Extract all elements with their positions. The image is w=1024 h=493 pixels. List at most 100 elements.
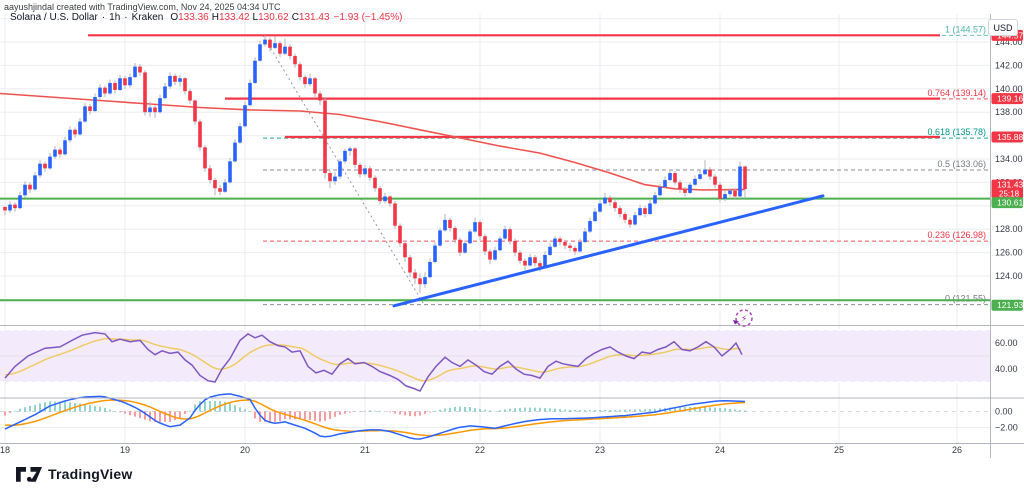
change-value: −1.93 (−1.45%) (333, 12, 403, 23)
candle (633, 215, 637, 225)
lightning-glyph: ⚡ (741, 314, 747, 324)
candle (223, 182, 227, 192)
time-axis-label[interactable]: 22 (475, 445, 485, 455)
candle (698, 174, 702, 179)
candle (388, 196, 392, 204)
candle (258, 44, 262, 61)
time-axis-label[interactable]: 21 (360, 445, 370, 455)
ohlc-label: O (170, 12, 179, 23)
candle (8, 204, 12, 211)
candle (423, 277, 427, 285)
candle (583, 231, 587, 243)
fib-level-label: 1 (144.57) (945, 24, 986, 34)
candle (348, 148, 352, 151)
price-axis-label[interactable]: 140.00 (995, 84, 1023, 94)
macd-signal-line (4, 399, 746, 437)
candle (613, 202, 617, 209)
candle (503, 229, 507, 239)
candle (638, 208, 642, 216)
candle (623, 213, 627, 220)
candle (578, 242, 582, 252)
time-axis-label[interactable]: 20 (240, 445, 250, 455)
time-axis-label[interactable]: 23 (595, 445, 605, 455)
candle (723, 194, 727, 199)
candle (483, 236, 487, 252)
candle (33, 175, 37, 190)
candle (653, 195, 657, 204)
price-axis-label[interactable]: 126.00 (995, 248, 1023, 258)
candle (593, 211, 597, 222)
candle (573, 247, 577, 252)
ascending-trendline[interactable] (392, 194, 825, 308)
currency-toggle-button[interactable]: USD (988, 19, 1018, 36)
candle (628, 219, 632, 225)
price-axis-label[interactable]: 142.00 (995, 60, 1023, 70)
candle (28, 184, 32, 190)
candle (493, 250, 497, 260)
candle (618, 208, 622, 214)
tradingview-logo[interactable]: TradingView (16, 466, 132, 482)
tradingview-logo-icon (16, 466, 42, 482)
candle (138, 66, 142, 73)
rsi-axis-label[interactable]: 40.00 (995, 364, 1018, 374)
macd-axis-label[interactable]: −2.00 (995, 423, 1018, 433)
macd-axis-label[interactable]: 0.00 (995, 407, 1013, 417)
candle (458, 239, 462, 253)
candle (188, 91, 192, 101)
time-axis-label[interactable]: 24 (715, 445, 725, 455)
candle (183, 78, 187, 92)
candle (563, 242, 567, 246)
candle (313, 78, 317, 94)
candle (228, 161, 232, 183)
candle (533, 257, 537, 264)
candle (408, 257, 412, 273)
symbol-legend[interactable]: Solana / U.S. Dollar · 1h · Kraken O133.… (10, 12, 402, 23)
time-axis-label[interactable]: 18 (0, 445, 10, 455)
price-axis-label[interactable]: 124.00 (995, 271, 1023, 281)
time-axis-label[interactable]: 25 (834, 445, 844, 455)
candle (148, 107, 152, 113)
candle (43, 163, 47, 169)
price-axis-label[interactable]: 144.00 (995, 37, 1023, 47)
candle (243, 105, 247, 127)
ohlc-value: 131.43 (298, 12, 330, 23)
candle (168, 75, 172, 87)
price-axis-label[interactable]: 138.00 (995, 107, 1023, 117)
candle (113, 82, 117, 90)
candle (363, 168, 367, 175)
candle (728, 190, 732, 195)
candle (318, 93, 322, 101)
fib-level-label: 0.618 (135.78) (927, 127, 986, 137)
candle (118, 78, 122, 90)
lightning-event-icon[interactable] (735, 309, 753, 327)
candle (78, 121, 82, 135)
candle (278, 43, 282, 54)
candle (73, 129, 77, 135)
candle (23, 184, 27, 196)
macd-line (4, 393, 746, 440)
candle (463, 243, 467, 253)
candle (158, 98, 162, 113)
time-axis-label[interactable]: 19 (120, 445, 130, 455)
candle (88, 106, 92, 112)
price-axis-label[interactable]: 128.00 (995, 224, 1023, 234)
time-axis-label[interactable]: 26 (952, 445, 962, 455)
price-axis-label[interactable]: 134.00 (995, 154, 1023, 164)
candle (108, 82, 112, 94)
candle (598, 203, 602, 212)
candle (428, 261, 432, 278)
candle (528, 257, 532, 266)
candle (68, 129, 72, 141)
candle (473, 222, 477, 232)
candle (568, 245, 572, 248)
candle (683, 189, 687, 193)
cursor-arrow-icon (733, 320, 739, 325)
candle (248, 82, 252, 106)
candle (53, 149, 57, 157)
candle (173, 75, 177, 82)
candle (558, 238, 562, 243)
candle (303, 77, 307, 85)
tradingview-logo-text: TradingView (48, 466, 133, 482)
rsi-axis-label[interactable]: 60.00 (995, 338, 1018, 348)
